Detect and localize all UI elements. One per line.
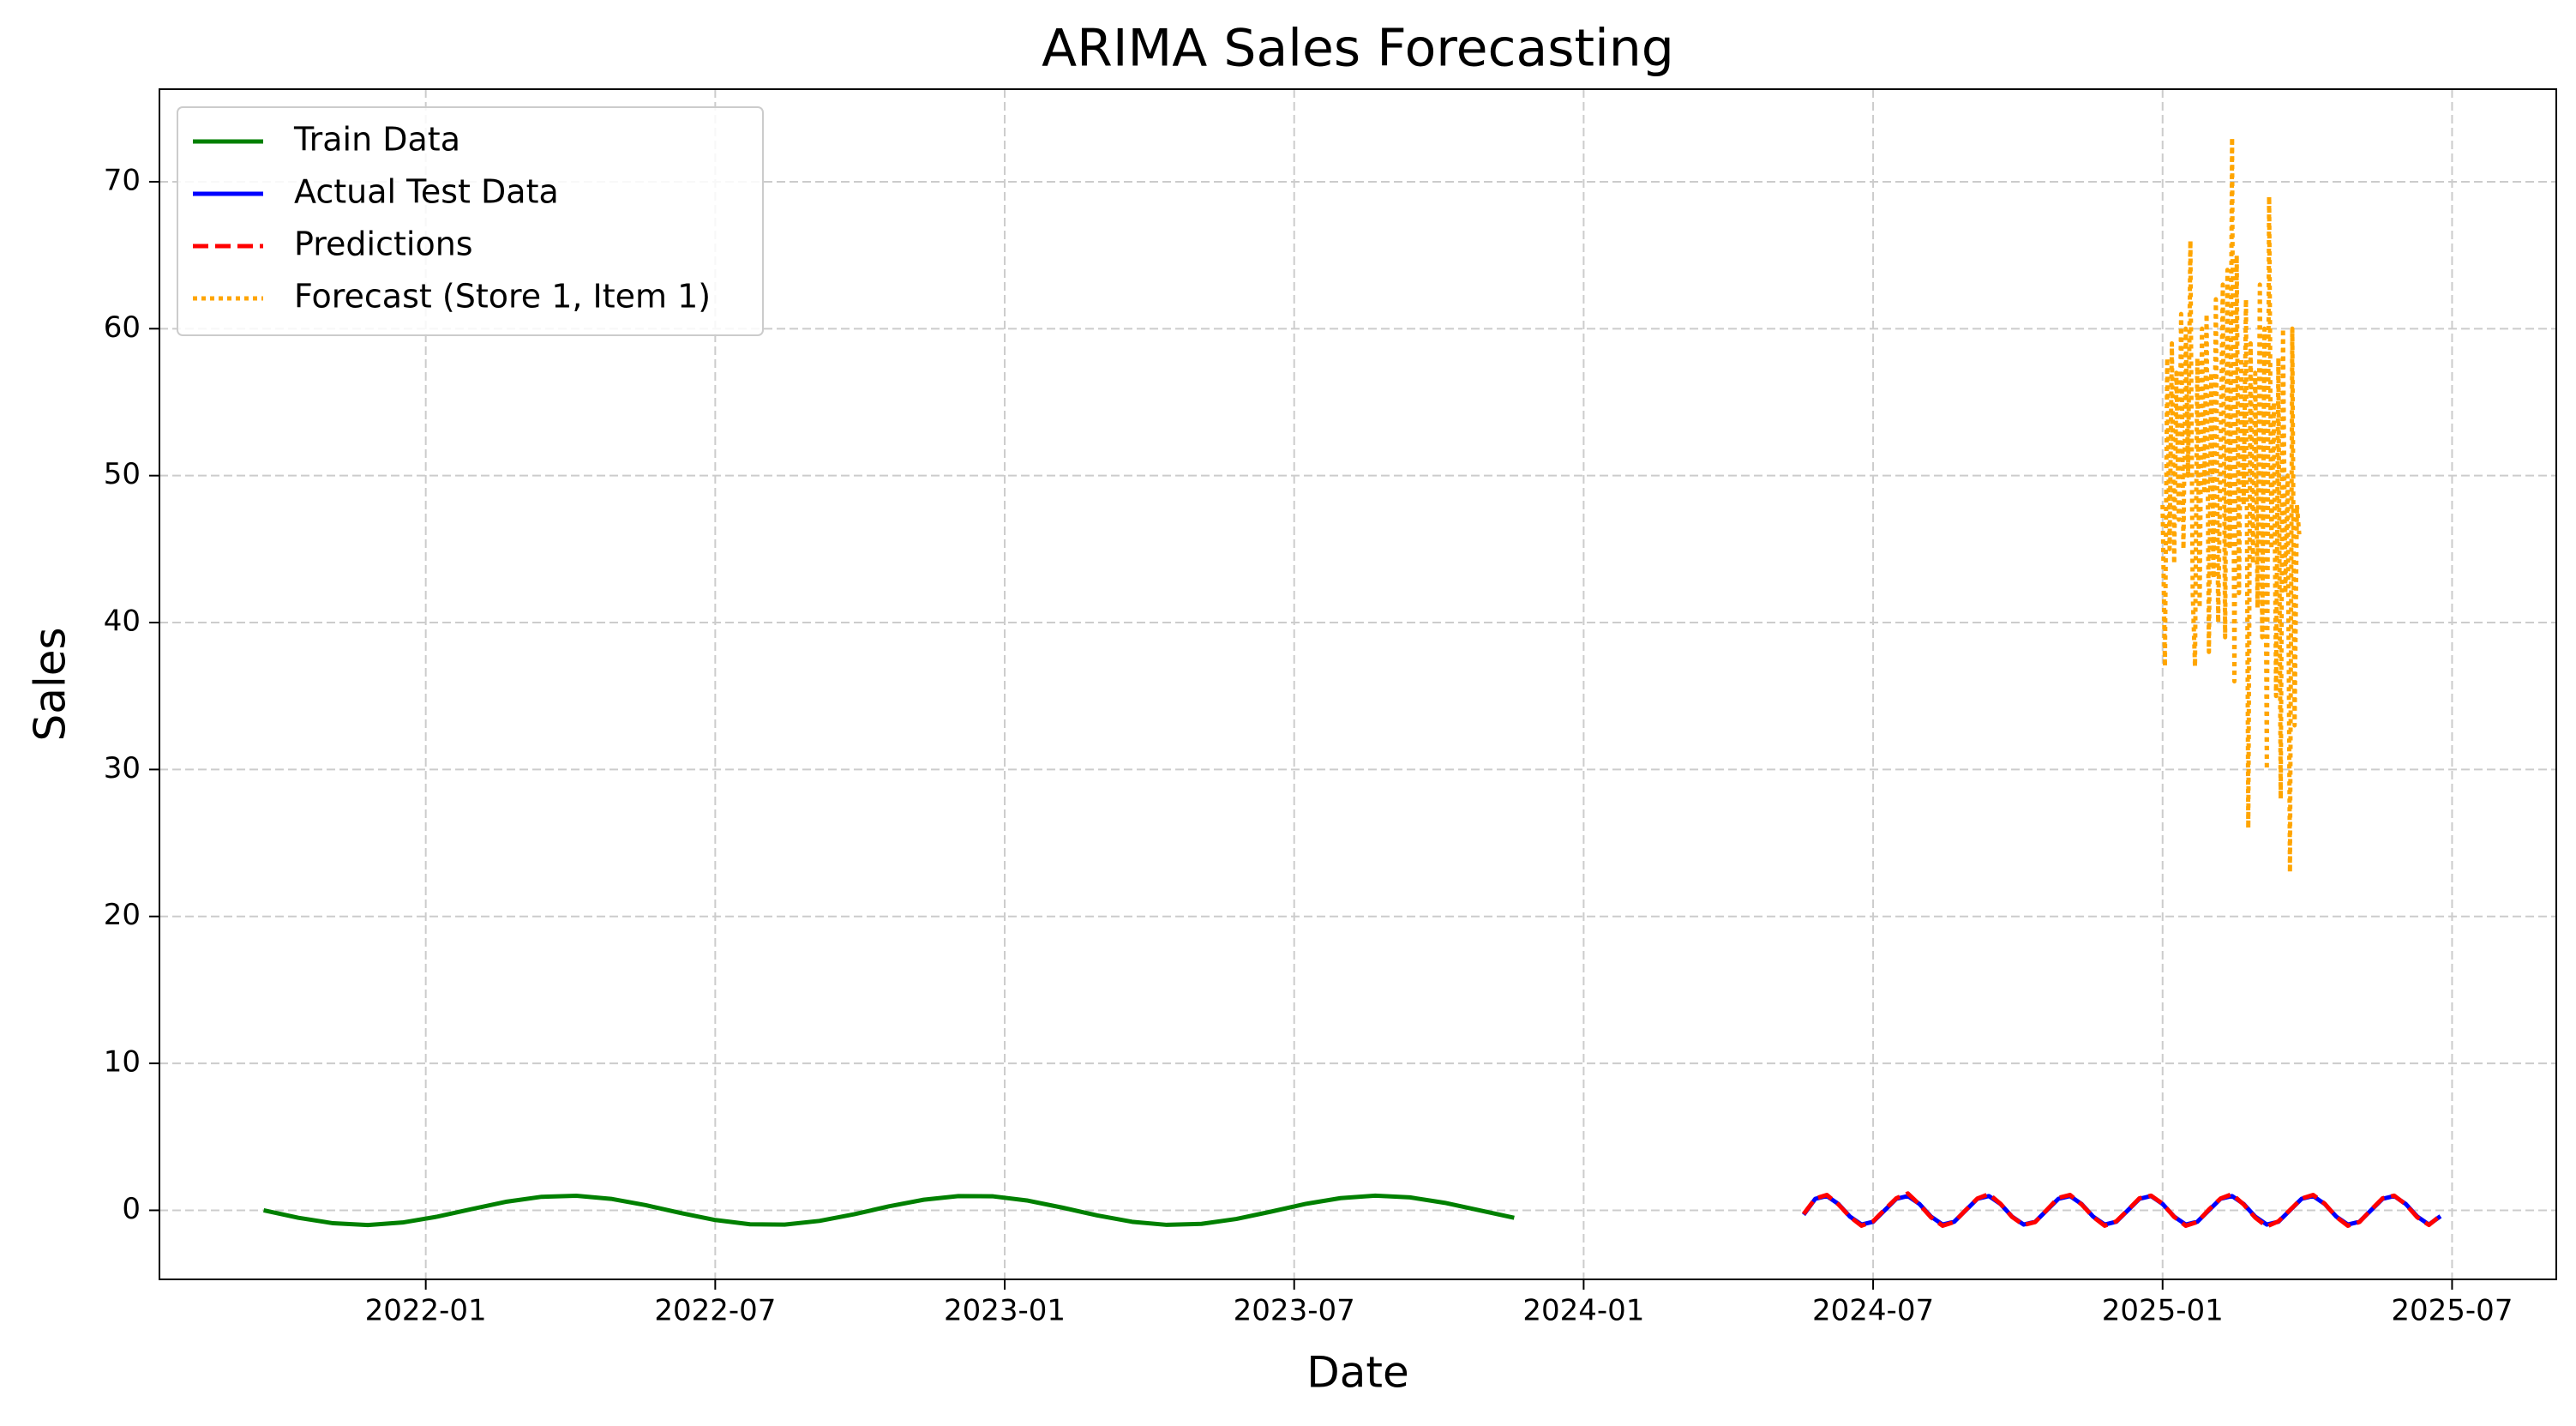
- y-axis-label: Sales: [26, 627, 75, 741]
- y-tick-label: 0: [122, 1192, 141, 1226]
- legend-label: Forecast (Store 1, Item 1): [294, 278, 711, 316]
- legend-box: [177, 106, 764, 336]
- legend: Train Data Actual Test Data Predictions For…: [177, 106, 764, 336]
- y-tick-label: 10: [104, 1045, 141, 1080]
- x-tick-label: 2024-01: [1522, 1294, 1644, 1328]
- series-line: [2160, 135, 2302, 875]
- x-tick-label: 2022-07: [654, 1294, 776, 1328]
- series-line: [263, 1193, 1515, 1228]
- y-tick-label: 50: [104, 457, 141, 491]
- legend-label: Predictions: [294, 226, 473, 263]
- plot-frame: [159, 88, 2557, 1280]
- x-axis-label: Date: [1306, 1348, 1409, 1398]
- y-tick-label: 30: [104, 751, 141, 785]
- x-tick-label: 2024-07: [1812, 1294, 1934, 1328]
- y-tick-label: 40: [104, 605, 141, 639]
- chart-title: ARIMA Sales Forecasting: [1042, 19, 1674, 79]
- legend-label: Train Data: [293, 121, 460, 159]
- y-tick-label: 70: [104, 163, 141, 197]
- legend-label: Actual Test Data: [294, 173, 559, 211]
- x-tick-label: 2022-01: [365, 1294, 487, 1328]
- y-tick-label: 60: [104, 310, 141, 345]
- x-tick-label: 2023-01: [944, 1294, 1066, 1328]
- series-line: [1802, 1191, 2442, 1229]
- y-tick-label: 20: [104, 898, 141, 932]
- x-tick-label: 2023-07: [1234, 1294, 1355, 1328]
- x-tick-label: 2025-07: [2391, 1294, 2513, 1328]
- x-tick-label: 2025-01: [2102, 1294, 2224, 1328]
